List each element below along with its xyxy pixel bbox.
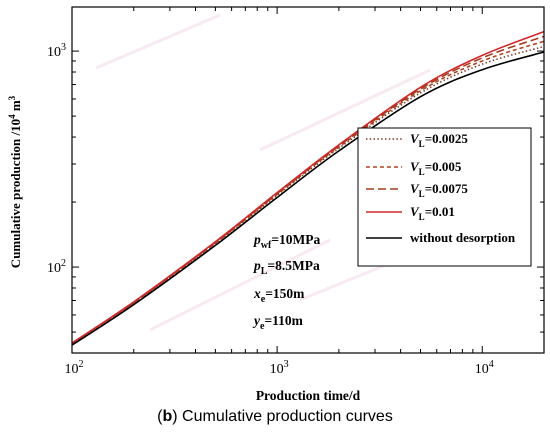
x-tick-label: 103	[270, 359, 289, 377]
caption-text: Cumulative production curves	[177, 408, 393, 425]
annotation-1: pL=8.5MPa	[253, 258, 320, 277]
x-axis-label: Production time/d	[256, 388, 361, 403]
legend-label-2: VL=0.0075	[410, 181, 468, 199]
legend-label-3: VL=0.01	[410, 204, 455, 222]
y-tick-label: 102	[47, 258, 66, 276]
y-tick-label: 103	[47, 42, 66, 60]
y-tick-labels: 102 103	[47, 42, 66, 276]
parameter-annotations: pwf=10MPa pL=8.5MPa xe=150m ye=110m	[252, 232, 320, 332]
x-tick-label: 104	[475, 359, 494, 377]
annotation-3: ye=110m	[252, 313, 304, 332]
x-tick-labels: 102 103 104	[65, 359, 494, 377]
cumulative-production-chart: 102 103 104 102 103 Production time/d Cumul…	[7, 6, 545, 403]
legend-label-4: without desorption	[410, 230, 516, 245]
legend-label-1: VL=0.005	[410, 159, 462, 177]
annotation-2: xe=150m	[253, 286, 305, 305]
figure-caption: (b) Cumulative production curves	[157, 408, 393, 425]
y-axis-label: Cumulative production /104 m3	[7, 95, 23, 268]
annotation-0: pwf=10MPa	[253, 232, 320, 251]
caption-letter: b	[162, 408, 173, 425]
series-line-4	[71, 51, 545, 346]
watermark-streak	[95, 13, 221, 70]
plot-curves	[71, 30, 545, 346]
plot-frame	[71, 6, 545, 354]
series-line-3	[71, 30, 545, 344]
legend: VL=0.0025 VL=0.005 VL=0.0075 VL=0.01 without…	[357, 127, 532, 267]
x-tick-label: 102	[65, 359, 84, 377]
axis-ticks	[71, 7, 545, 354]
watermark-streak	[259, 68, 431, 152]
watermark-streak	[149, 238, 331, 332]
legend-box	[357, 127, 532, 267]
legend-label-0: VL=0.0025	[410, 131, 468, 149]
